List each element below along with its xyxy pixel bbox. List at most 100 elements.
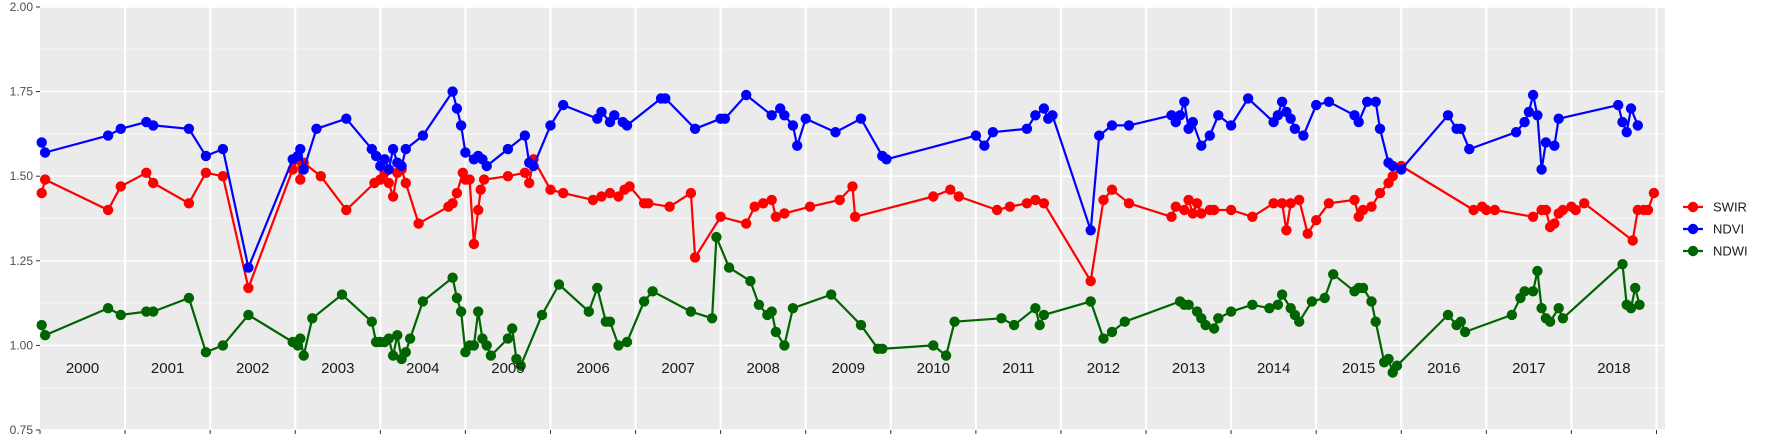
ndvi-point: [1213, 110, 1224, 121]
swir-point: [545, 184, 556, 195]
ndwi-point: [1328, 269, 1339, 280]
ndwi-point: [1625, 303, 1637, 314]
ndvi-point: [1396, 164, 1407, 175]
ndwi-point: [613, 340, 624, 351]
ndvi-point: [1038, 103, 1050, 114]
legend-label: SWIR: [1713, 200, 1747, 215]
ndwi-point: [1272, 299, 1284, 310]
ndwi-point: [753, 299, 765, 310]
swir-point: [953, 191, 964, 202]
ndvi-point: [545, 120, 556, 131]
swir-point: [741, 218, 752, 229]
ndvi-point: [217, 143, 229, 155]
ndvi-point: [787, 120, 799, 131]
ndwi-point: [1098, 333, 1109, 344]
ndvi-point: [1272, 110, 1284, 121]
swir-point: [148, 177, 159, 189]
ndvi-point: [596, 106, 607, 118]
year-label: 2004: [406, 360, 439, 377]
swir-point: [587, 194, 599, 206]
year-label: 2011: [1002, 360, 1034, 377]
year-label: 2017: [1512, 360, 1545, 377]
swir-point: [1540, 204, 1552, 216]
ndvi-point: [1625, 103, 1637, 114]
ndwi-point: [298, 350, 309, 361]
ndwi-point: [1527, 286, 1539, 297]
ndwi-point: [1306, 296, 1318, 307]
ndwi-point: [1544, 316, 1556, 327]
year-labels: 2000 2001 2002 2003 2004 2005 2006 2007 2008 2009…: [66, 360, 1631, 377]
swir-point: [1366, 201, 1377, 212]
swir-point: [1323, 198, 1335, 209]
year-label: 2016: [1427, 360, 1460, 377]
swir-point: [758, 198, 769, 209]
swir-point: [766, 194, 777, 206]
swir-point: [1123, 198, 1135, 209]
legend-key-point: [1687, 245, 1699, 257]
ndvi-point: [1021, 123, 1033, 134]
ndvi-point: [1519, 116, 1530, 128]
swir-point: [624, 181, 635, 192]
swir-point: [1481, 204, 1492, 216]
y-tick-label: 1.75: [10, 85, 34, 99]
ndwi-point: [592, 282, 603, 294]
ndwi-point: [1208, 323, 1220, 334]
ndwi-point: [1038, 309, 1050, 321]
ndwi-point: [1294, 316, 1305, 327]
ndvi-point: [455, 120, 467, 131]
swir-point: [1527, 211, 1539, 222]
ndwi-point: [451, 292, 463, 304]
ndvi-point: [502, 143, 514, 155]
ndvi-point: [830, 127, 841, 138]
ndwi-point: [1357, 282, 1369, 294]
swir-point: [1183, 194, 1194, 206]
ndvi-point: [1353, 116, 1364, 128]
ndwi-point: [1119, 316, 1131, 327]
ndvi-point: [400, 143, 411, 155]
ndvi-point: [979, 140, 990, 151]
ndwi-point: [1630, 282, 1641, 294]
swir-point: [1387, 171, 1398, 182]
ndwi-point: [447, 272, 458, 283]
swir-point: [447, 198, 458, 209]
ndvi-point: [311, 123, 322, 134]
swir-point: [1004, 201, 1016, 212]
ndwi-point: [1370, 316, 1381, 327]
series-ndwi: [36, 231, 1645, 378]
ndwi-point: [1085, 296, 1096, 307]
ndwi-point: [383, 333, 394, 344]
swir-point: [604, 187, 616, 199]
swir-point: [1642, 204, 1654, 216]
swir-point: [36, 187, 47, 199]
ndwi-point: [115, 309, 127, 321]
ndwi-point: [1519, 286, 1530, 297]
swir-point: [664, 201, 675, 212]
swir-point: [102, 204, 114, 216]
ndvi-point: [387, 143, 399, 155]
ndwi-point: [949, 316, 960, 327]
ndvi-point: [1204, 130, 1216, 141]
ndvi-point: [1298, 130, 1309, 141]
swir-point: [1294, 194, 1305, 206]
y-tick-label: 1.25: [10, 254, 34, 268]
swir-point: [849, 211, 861, 222]
swir-point: [1302, 228, 1313, 239]
ndwi-point: [583, 306, 594, 317]
swir-point: [643, 198, 654, 209]
swir-point: [1311, 215, 1322, 226]
ndwi-point: [502, 333, 514, 344]
ndwi-point: [455, 306, 467, 317]
swir-point: [478, 174, 490, 185]
ndvi-point: [1289, 123, 1301, 134]
ndvi-point: [1094, 130, 1105, 141]
ndwi-point: [468, 340, 480, 351]
swir-point: [1627, 235, 1638, 246]
ndvi-point: [1632, 120, 1644, 131]
ndvi-point: [183, 123, 195, 134]
ndvi-point: [1613, 99, 1624, 111]
swir-point: [243, 282, 254, 294]
ndvi-point: [1510, 127, 1522, 138]
ndvi-point: [1527, 89, 1539, 101]
swir-point: [341, 204, 352, 216]
